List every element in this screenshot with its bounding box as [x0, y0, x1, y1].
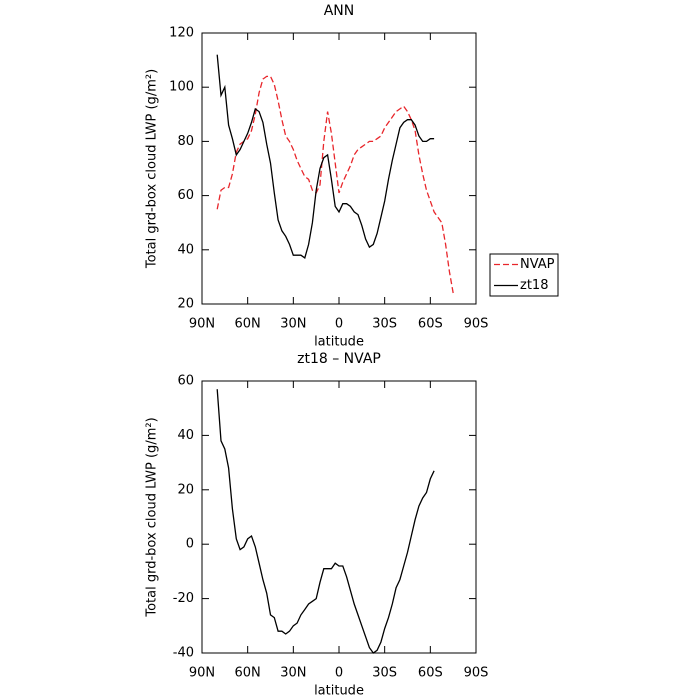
x-tick-label: 60S: [418, 317, 443, 332]
x-tick-label: 60S: [418, 666, 443, 681]
y-tick-label: 60: [177, 188, 194, 203]
x-tick-label: 0: [335, 317, 343, 332]
y-axis-label: Total grd-box cloud LWP (g/m²): [145, 69, 160, 269]
x-tick-label: 30S: [372, 666, 397, 681]
legend-label: zt18: [520, 278, 548, 293]
x-tick-label: 60N: [235, 317, 261, 332]
y-tick-label: -40: [173, 646, 194, 661]
plot-frame: [201, 32, 477, 305]
x-tick-label: 90N: [189, 666, 215, 681]
y-tick-label: 20: [177, 297, 194, 312]
x-axis-label: latitude: [314, 684, 364, 699]
data-line: [216, 389, 435, 654]
x-tick-label: 90S: [464, 666, 489, 681]
x-axis-label: latitude: [314, 335, 364, 350]
legend-label: NVAP: [520, 257, 555, 272]
data-line: [216, 75, 454, 294]
y-tick-label: 40: [177, 242, 194, 257]
chart-title: zt18 – NVAP: [297, 351, 381, 367]
chart-title: ANN: [324, 3, 355, 19]
y-tick-label: 40: [177, 428, 194, 443]
x-tick-label: 30N: [280, 666, 306, 681]
y-tick-label: 100: [169, 80, 194, 95]
x-tick-label: 90S: [464, 317, 489, 332]
y-tick-label: 120: [169, 26, 194, 41]
y-axis-label: Total grd-box cloud LWP (g/m²): [145, 417, 160, 617]
x-tick-label: 60N: [235, 666, 261, 681]
y-tick-label: 20: [177, 482, 194, 497]
y-tick-label: 0: [186, 537, 194, 552]
x-tick-label: 30N: [280, 317, 306, 332]
y-tick-label: 60: [177, 374, 194, 389]
x-tick-label: 30S: [372, 317, 397, 332]
legend-box: [489, 253, 559, 297]
data-line: [216, 54, 435, 259]
plot-frame: [201, 380, 477, 654]
x-tick-label: 90N: [189, 317, 215, 332]
y-tick-label: -20: [173, 591, 194, 606]
y-tick-label: 80: [177, 134, 194, 149]
x-tick-label: 0: [335, 666, 343, 681]
